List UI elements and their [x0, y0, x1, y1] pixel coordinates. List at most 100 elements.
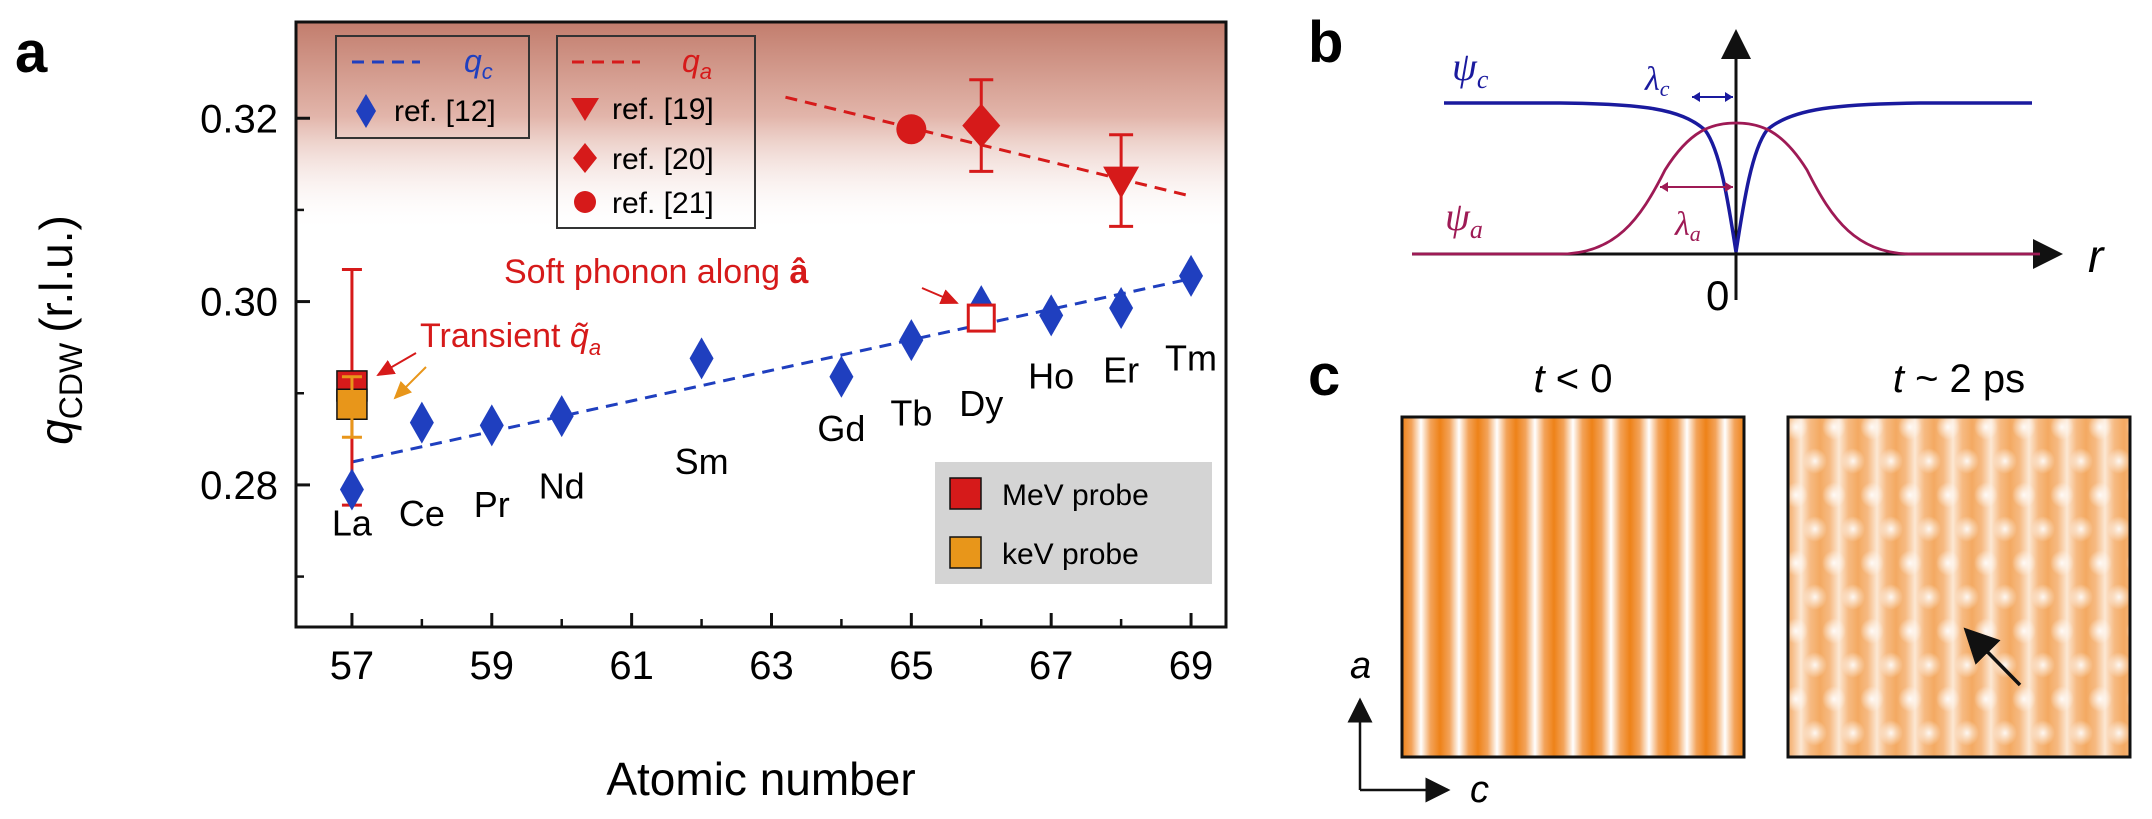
c-modulation-spot [1803, 516, 1827, 542]
c-defect-arrow [1963, 627, 2022, 687]
c-modulation-spot [1822, 482, 1846, 508]
mev-probe-swatch [949, 477, 982, 510]
c-title-right: t ~ 2 ps [1893, 357, 2025, 401]
y-axis-label-subscript: CDW [53, 342, 89, 419]
c-modulation-spot [2107, 720, 2130, 746]
x-tick-label: 59 [470, 644, 515, 688]
c-modulation-spot [2050, 417, 2074, 440]
ref12-point [689, 337, 714, 380]
lambda-a-symbol: λ [1674, 206, 1690, 243]
soft-phonon-text: Soft phonon along [504, 253, 789, 291]
c-modulation-spot [1917, 720, 1941, 746]
legend-ref20-label: ref. [20] [612, 143, 714, 176]
x-tick-label: 65 [889, 644, 934, 688]
y-tick-label: 0.28 [200, 464, 278, 508]
c-modulation-spot [1822, 417, 1846, 440]
c-modulation-spot [1860, 618, 1884, 644]
legend-qa-label: q [682, 43, 700, 79]
c-modulation-spot [2012, 618, 2036, 644]
soft-phonon-annotation: Soft phonon along â [504, 253, 808, 291]
mev-probe-label: MeV probe [1002, 479, 1149, 512]
c-modulation-spot [2031, 516, 2055, 542]
svg-text:qa: qa [682, 43, 712, 84]
c-modulation-spot [1841, 448, 1865, 474]
legend-qa: qa ref. [19] ref. [20] ref. [21] [556, 35, 756, 229]
svg-text:λc: λc [1644, 61, 1670, 101]
x-tick-label: 69 [1169, 644, 1214, 688]
ref20-point [962, 103, 1001, 148]
transient-annotation: Transient q̃a [420, 317, 601, 360]
svg-text:qCDW(r.l.u.): qCDW (r.l.u.) [30, 215, 89, 445]
c-modulation-spot [2107, 448, 2130, 474]
plot-frame [294, 20, 1228, 629]
x-tick-label: 57 [330, 644, 375, 688]
c-modulation-spot [2088, 686, 2112, 712]
data-markers [336, 78, 1204, 511]
b-origin-label: 0 [1706, 272, 1729, 319]
c-modulation-spot [1879, 448, 1903, 474]
legend-ref12-label: ref. [12] [394, 95, 496, 128]
axis-ticks: 57 59 61 63 65 67 69 0.28 0.30 0.32 [200, 97, 1213, 688]
element-label: Pr [474, 484, 510, 525]
legend-qc-sub: c [482, 59, 493, 84]
c-modulation-spot [2088, 482, 2112, 508]
ref19-point [1103, 166, 1140, 199]
c-modulation-spot [2031, 720, 2055, 746]
c-modulation-spot [2050, 618, 2074, 644]
element-label: Ce [399, 493, 445, 534]
c-modulation-spot [1974, 417, 1998, 440]
c-modulation-spot [1841, 652, 1865, 678]
c-modulation-spot [1993, 720, 2017, 746]
c-modulation-spot [1993, 448, 2017, 474]
c-map-right-frame [1786, 415, 2132, 759]
y-tick-label: 0.32 [200, 97, 278, 141]
element-label: Ho [1028, 356, 1074, 397]
c-modulation-spot [1860, 550, 1884, 576]
psi-c-sub: c [1477, 65, 1489, 94]
c-modulation-spot [1936, 550, 1960, 576]
c-modulation-spot [1788, 686, 1808, 712]
c-modulation-spot [1803, 652, 1827, 678]
legend-probe: MeV probe keV probe [935, 462, 1212, 584]
c-modulation-spot [1898, 686, 1922, 712]
c-modulation-spot [1879, 652, 1903, 678]
c-modulation-spot [1993, 652, 2017, 678]
c-axis-a-label: a [1350, 645, 1371, 687]
panel-b-plot: ψc ψa λc λa 0 r [1412, 29, 2105, 319]
x-axis-label: Atomic number [606, 753, 915, 805]
panel-label-a: a [15, 20, 48, 85]
c-modulation-spot [2107, 584, 2130, 610]
lambda-c-symbol: λ [1644, 61, 1660, 98]
legend-ref21-label: ref. [21] [612, 187, 714, 220]
c-modulation-spot [2012, 417, 2036, 440]
c-modulation-spot [2145, 720, 2152, 746]
kev-probe-swatch [949, 536, 982, 569]
c-title-left-t: t [1534, 357, 1547, 401]
c-modulation-spot [1860, 417, 1884, 440]
c-modulation-spot [1917, 652, 1941, 678]
c-modulation-spot [1993, 516, 2017, 542]
c-modulation-spot [1803, 448, 1827, 474]
legend-red-diamond-icon [573, 143, 597, 173]
c-modulation-spot [1936, 686, 1960, 712]
lambda-c-sub: c [1660, 76, 1670, 101]
psi-a-symbol: ψ [1445, 194, 1471, 239]
c-modulation-spot [2107, 652, 2130, 678]
c-title-left-rest: < 0 [1545, 357, 1613, 401]
c-modulation-spot [2145, 516, 2152, 542]
y-axis-label-symbol: q [30, 419, 82, 445]
legend-diamond-icon [356, 94, 376, 128]
c-modulation-spot [1936, 618, 1960, 644]
c-modulation-spot [2031, 652, 2055, 678]
b-r-label: r [2088, 230, 2105, 282]
x-tick-label: 63 [749, 644, 794, 688]
y-axis-label-unit: (r.l.u.) [30, 215, 82, 333]
c-modulation-spot [2145, 652, 2152, 678]
soft-phonon-arrow [921, 287, 959, 305]
element-label: Tb [890, 392, 932, 433]
c-axis-c-label: c [1470, 769, 1489, 811]
ref12-point [1179, 254, 1204, 297]
c-modulation-spot [1879, 584, 1903, 610]
